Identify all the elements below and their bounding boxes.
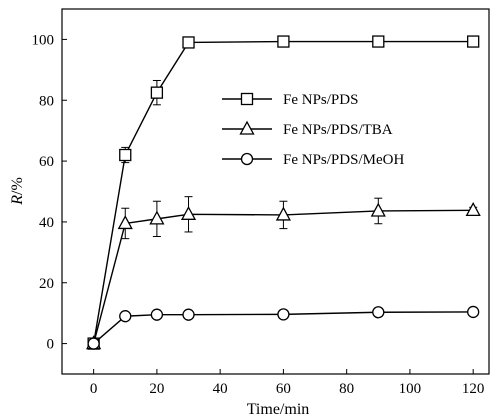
x-tick-label: 120 [462,381,485,397]
x-tick-label: 40 [213,381,228,397]
data-point-circle [277,308,290,321]
series-line [92,209,474,344]
series-square [87,35,480,350]
x-tick-label: 20 [149,381,164,397]
legend-label: Fe NPs/PDS/TBA [283,122,393,138]
data-point-triangle [149,210,165,225]
legend-marker-triangle [239,120,255,135]
y-tick-label: 100 [32,32,55,48]
x-tick-label: 80 [339,381,354,397]
x-tick-label: 100 [399,381,422,397]
y-tick-label: 0 [47,337,55,353]
plot-frame [61,8,490,375]
legend-marker-circle [240,152,254,166]
y-axis: 0 20 40 60 80 100 [32,32,67,353]
data-point-triangle [180,205,197,220]
legend-label: Fe NPs/PDS [283,92,358,108]
legend-item: Fe NPs/PDS/MeOH [222,152,404,168]
y-tick-label: 60 [39,154,54,170]
y-tick-label: 40 [39,215,54,231]
plot-border [61,8,490,375]
x-tick-label: 60 [276,381,291,397]
legend-item: Fe NPs/PDS/TBA [222,120,393,138]
y-tick-label: 20 [39,276,54,292]
data-point-square [182,36,195,49]
series-layer [86,35,481,350]
data-point-square [467,35,480,48]
series-circle [87,305,480,350]
data-point-square [119,148,132,162]
x-tick-label: 0 [90,381,98,397]
x-axis-title: Time/min [247,401,310,418]
data-point-triangle [117,215,133,230]
data-point-circle [182,308,195,321]
data-point-square [277,35,290,48]
legend: Fe NPs/PDS Fe NPs/PDS/TBA Fe NPs/PDS/MeOH [222,92,404,168]
data-point-triangle [370,202,386,217]
data-point-triangle [275,206,291,221]
data-point-circle [372,306,385,319]
data-point-circle [150,308,164,321]
y-tick-label: 80 [39,93,54,109]
data-point-circle [119,310,132,323]
data-point-square [150,86,164,99]
data-point-square [372,35,385,48]
legend-label: Fe NPs/PDS/MeOH [283,152,404,168]
data-point-circle [87,337,100,350]
legend-marker-square [240,92,254,106]
data-point-triangle [465,201,481,217]
series-triangle [86,196,481,350]
x-axis: 0 20 40 60 80 100 120 [90,369,485,397]
y-axis-title: R/% [9,177,26,206]
data-point-circle [467,305,480,319]
series-line [92,40,474,344]
legend-item: Fe NPs/PDS [222,92,358,108]
